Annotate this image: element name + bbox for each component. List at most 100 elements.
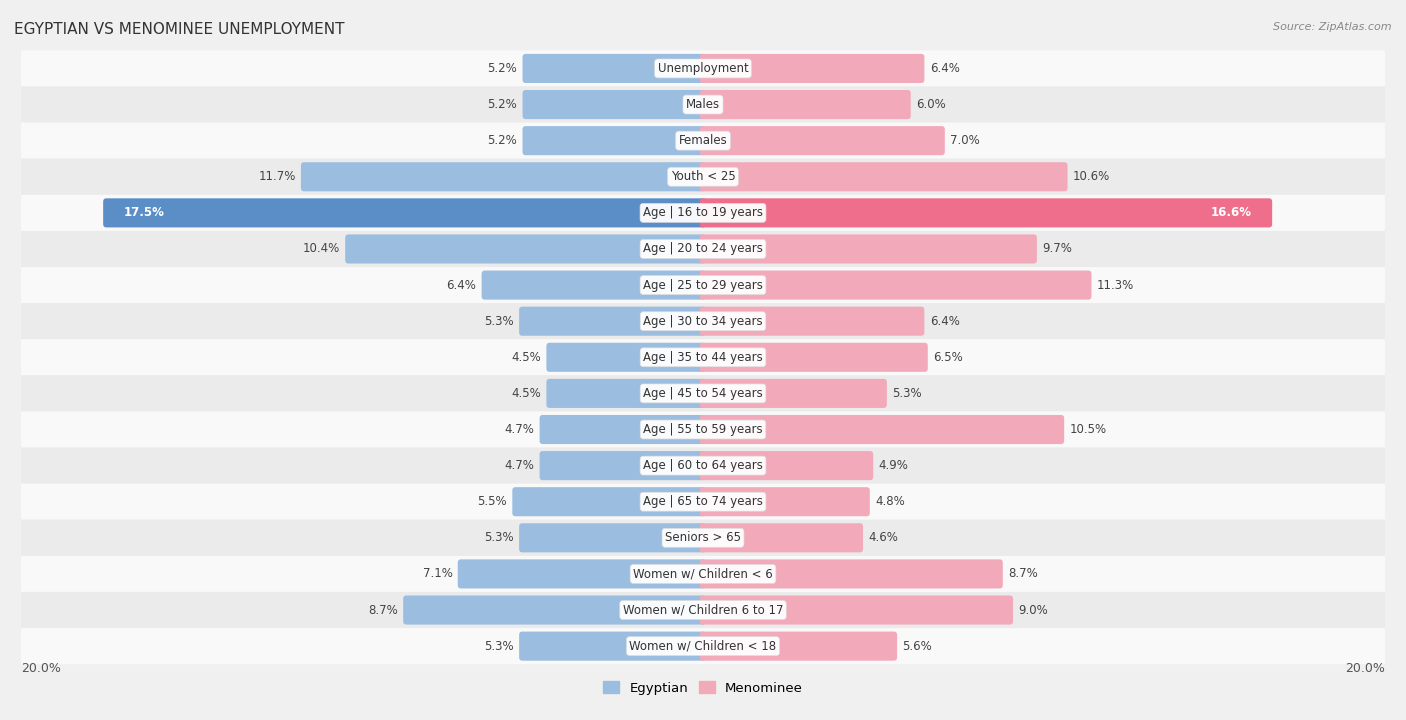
- FancyBboxPatch shape: [700, 523, 863, 552]
- Text: Age | 65 to 74 years: Age | 65 to 74 years: [643, 495, 763, 508]
- FancyBboxPatch shape: [21, 122, 1385, 158]
- FancyBboxPatch shape: [404, 595, 706, 624]
- Text: 10.5%: 10.5%: [1070, 423, 1107, 436]
- Text: Youth < 25: Youth < 25: [671, 170, 735, 184]
- FancyBboxPatch shape: [700, 487, 870, 516]
- Text: 5.3%: 5.3%: [484, 315, 513, 328]
- Text: Unemployment: Unemployment: [658, 62, 748, 75]
- FancyBboxPatch shape: [700, 126, 945, 156]
- FancyBboxPatch shape: [21, 195, 1385, 231]
- Text: 8.7%: 8.7%: [368, 603, 398, 616]
- FancyBboxPatch shape: [482, 271, 706, 300]
- FancyBboxPatch shape: [301, 162, 706, 192]
- FancyBboxPatch shape: [346, 235, 706, 264]
- Text: 5.3%: 5.3%: [484, 639, 513, 652]
- Text: Source: ZipAtlas.com: Source: ZipAtlas.com: [1274, 22, 1392, 32]
- Text: EGYPTIAN VS MENOMINEE UNEMPLOYMENT: EGYPTIAN VS MENOMINEE UNEMPLOYMENT: [14, 22, 344, 37]
- FancyBboxPatch shape: [21, 448, 1385, 484]
- Text: 5.2%: 5.2%: [488, 62, 517, 75]
- Text: Age | 20 to 24 years: Age | 20 to 24 years: [643, 243, 763, 256]
- FancyBboxPatch shape: [547, 343, 706, 372]
- Text: 16.6%: 16.6%: [1211, 207, 1251, 220]
- Text: Women w/ Children < 6: Women w/ Children < 6: [633, 567, 773, 580]
- FancyBboxPatch shape: [700, 90, 911, 119]
- Text: 4.9%: 4.9%: [879, 459, 908, 472]
- Text: Age | 16 to 19 years: Age | 16 to 19 years: [643, 207, 763, 220]
- FancyBboxPatch shape: [547, 379, 706, 408]
- Text: Age | 60 to 64 years: Age | 60 to 64 years: [643, 459, 763, 472]
- FancyBboxPatch shape: [700, 379, 887, 408]
- FancyBboxPatch shape: [519, 307, 706, 336]
- Text: 20.0%: 20.0%: [1346, 662, 1385, 675]
- Text: Age | 55 to 59 years: Age | 55 to 59 years: [643, 423, 763, 436]
- FancyBboxPatch shape: [21, 231, 1385, 267]
- Text: Women w/ Children < 18: Women w/ Children < 18: [630, 639, 776, 652]
- FancyBboxPatch shape: [700, 343, 928, 372]
- FancyBboxPatch shape: [21, 339, 1385, 375]
- FancyBboxPatch shape: [21, 628, 1385, 664]
- FancyBboxPatch shape: [700, 235, 1036, 264]
- Text: Age | 25 to 29 years: Age | 25 to 29 years: [643, 279, 763, 292]
- Text: 6.4%: 6.4%: [929, 62, 960, 75]
- Text: 11.7%: 11.7%: [259, 170, 295, 184]
- FancyBboxPatch shape: [21, 303, 1385, 339]
- Text: 9.0%: 9.0%: [1018, 603, 1047, 616]
- Text: 20.0%: 20.0%: [21, 662, 60, 675]
- Text: 17.5%: 17.5%: [124, 207, 165, 220]
- FancyBboxPatch shape: [21, 158, 1385, 195]
- FancyBboxPatch shape: [21, 50, 1385, 86]
- FancyBboxPatch shape: [700, 451, 873, 480]
- Text: 4.7%: 4.7%: [505, 423, 534, 436]
- Text: 5.3%: 5.3%: [893, 387, 922, 400]
- FancyBboxPatch shape: [21, 267, 1385, 303]
- FancyBboxPatch shape: [103, 198, 706, 228]
- Text: 6.5%: 6.5%: [934, 351, 963, 364]
- Text: 5.3%: 5.3%: [484, 531, 513, 544]
- FancyBboxPatch shape: [700, 162, 1067, 192]
- Text: 10.4%: 10.4%: [302, 243, 340, 256]
- Text: Age | 35 to 44 years: Age | 35 to 44 years: [643, 351, 763, 364]
- Text: Seniors > 65: Seniors > 65: [665, 531, 741, 544]
- Text: 4.7%: 4.7%: [505, 459, 534, 472]
- Text: 8.7%: 8.7%: [1008, 567, 1038, 580]
- Text: 5.5%: 5.5%: [477, 495, 508, 508]
- Text: 9.7%: 9.7%: [1042, 243, 1073, 256]
- FancyBboxPatch shape: [519, 523, 706, 552]
- FancyBboxPatch shape: [21, 520, 1385, 556]
- FancyBboxPatch shape: [21, 556, 1385, 592]
- FancyBboxPatch shape: [458, 559, 706, 588]
- Text: 10.6%: 10.6%: [1073, 170, 1111, 184]
- Text: 5.6%: 5.6%: [903, 639, 932, 652]
- FancyBboxPatch shape: [523, 90, 706, 119]
- Text: 4.5%: 4.5%: [512, 387, 541, 400]
- FancyBboxPatch shape: [523, 126, 706, 156]
- Text: 4.6%: 4.6%: [869, 531, 898, 544]
- FancyBboxPatch shape: [519, 631, 706, 661]
- Text: 6.4%: 6.4%: [446, 279, 477, 292]
- Text: 7.0%: 7.0%: [950, 134, 980, 147]
- FancyBboxPatch shape: [700, 415, 1064, 444]
- Text: Females: Females: [679, 134, 727, 147]
- FancyBboxPatch shape: [21, 484, 1385, 520]
- Text: 7.1%: 7.1%: [423, 567, 453, 580]
- Text: 5.2%: 5.2%: [488, 98, 517, 111]
- FancyBboxPatch shape: [700, 595, 1014, 624]
- FancyBboxPatch shape: [700, 307, 924, 336]
- Text: Males: Males: [686, 98, 720, 111]
- Text: 5.2%: 5.2%: [488, 134, 517, 147]
- FancyBboxPatch shape: [700, 631, 897, 661]
- Text: Age | 45 to 54 years: Age | 45 to 54 years: [643, 387, 763, 400]
- FancyBboxPatch shape: [540, 415, 706, 444]
- FancyBboxPatch shape: [21, 375, 1385, 411]
- Text: 11.3%: 11.3%: [1097, 279, 1135, 292]
- Text: 6.0%: 6.0%: [917, 98, 946, 111]
- FancyBboxPatch shape: [700, 198, 1272, 228]
- Text: 4.8%: 4.8%: [875, 495, 905, 508]
- Text: Women w/ Children 6 to 17: Women w/ Children 6 to 17: [623, 603, 783, 616]
- FancyBboxPatch shape: [21, 411, 1385, 448]
- Text: Age | 30 to 34 years: Age | 30 to 34 years: [643, 315, 763, 328]
- FancyBboxPatch shape: [21, 86, 1385, 122]
- FancyBboxPatch shape: [700, 559, 1002, 588]
- FancyBboxPatch shape: [523, 54, 706, 83]
- FancyBboxPatch shape: [700, 54, 924, 83]
